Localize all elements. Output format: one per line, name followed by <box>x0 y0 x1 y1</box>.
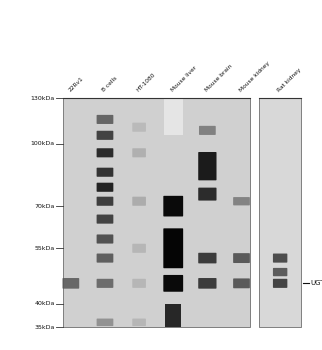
FancyBboxPatch shape <box>97 131 113 140</box>
Text: 35kDa: 35kDa <box>34 325 55 330</box>
FancyBboxPatch shape <box>198 253 216 264</box>
FancyBboxPatch shape <box>97 234 113 244</box>
FancyBboxPatch shape <box>97 183 113 192</box>
Text: Mouse brain: Mouse brain <box>204 64 233 93</box>
FancyBboxPatch shape <box>97 279 113 288</box>
FancyBboxPatch shape <box>233 197 250 205</box>
FancyBboxPatch shape <box>97 115 113 124</box>
FancyBboxPatch shape <box>198 278 216 289</box>
FancyBboxPatch shape <box>199 126 216 135</box>
FancyBboxPatch shape <box>165 304 181 327</box>
FancyBboxPatch shape <box>97 168 113 177</box>
FancyBboxPatch shape <box>97 148 113 158</box>
Text: Mouse liver: Mouse liver <box>170 65 197 93</box>
FancyBboxPatch shape <box>233 278 250 288</box>
FancyBboxPatch shape <box>132 244 146 253</box>
Text: Rat kidney: Rat kidney <box>277 67 302 93</box>
FancyBboxPatch shape <box>132 197 146 206</box>
FancyBboxPatch shape <box>273 253 287 262</box>
FancyBboxPatch shape <box>233 253 250 263</box>
FancyBboxPatch shape <box>97 197 113 206</box>
Text: 40kDa: 40kDa <box>34 301 55 306</box>
FancyBboxPatch shape <box>132 148 146 158</box>
FancyBboxPatch shape <box>132 318 146 326</box>
FancyBboxPatch shape <box>62 278 79 289</box>
Text: 55kDa: 55kDa <box>34 246 55 251</box>
FancyBboxPatch shape <box>132 122 146 132</box>
FancyBboxPatch shape <box>63 98 250 327</box>
Text: 100kDa: 100kDa <box>31 141 55 146</box>
FancyBboxPatch shape <box>198 152 216 180</box>
Text: 22Rv1: 22Rv1 <box>67 76 84 93</box>
FancyBboxPatch shape <box>163 275 183 292</box>
Text: 130kDa: 130kDa <box>31 96 55 100</box>
FancyBboxPatch shape <box>259 98 301 327</box>
FancyBboxPatch shape <box>97 253 113 262</box>
FancyBboxPatch shape <box>273 268 287 276</box>
Text: HT-1080: HT-1080 <box>136 72 156 93</box>
FancyBboxPatch shape <box>97 318 113 326</box>
Text: B cells: B cells <box>101 76 118 93</box>
FancyBboxPatch shape <box>132 279 146 288</box>
Text: Mouse kidney: Mouse kidney <box>238 60 270 93</box>
FancyBboxPatch shape <box>198 188 216 201</box>
Text: UGT2B4: UGT2B4 <box>310 280 322 286</box>
FancyBboxPatch shape <box>164 98 183 135</box>
FancyBboxPatch shape <box>163 196 183 217</box>
Text: 70kDa: 70kDa <box>34 204 55 209</box>
FancyBboxPatch shape <box>273 279 287 288</box>
FancyBboxPatch shape <box>163 228 183 268</box>
FancyBboxPatch shape <box>97 215 113 224</box>
